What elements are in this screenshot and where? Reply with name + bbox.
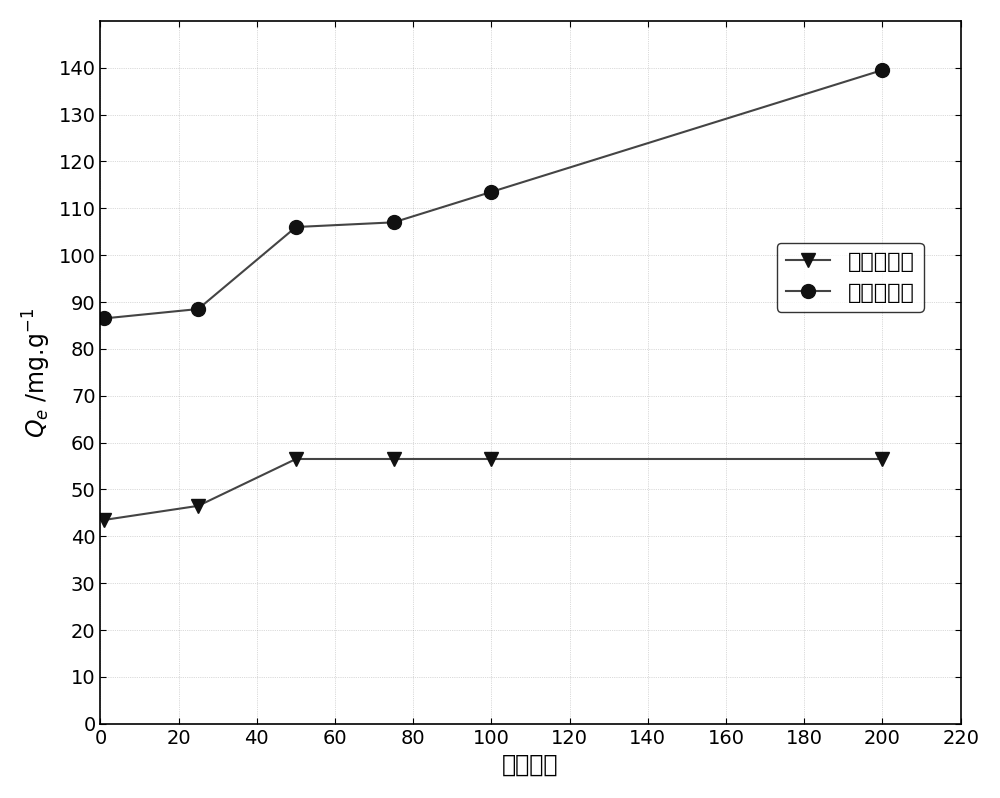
饱和吸附量 [485,187,497,196]
穿透吸附量 [388,454,400,464]
穿透吸附量 [98,516,110,525]
Legend: 穿透吸附量, 饱和吸附量: 穿透吸附量, 饱和吸附量 [777,243,924,312]
穿透吸附量 [192,501,204,511]
穿透吸附量 [876,454,888,464]
饱和吸附量 [192,304,204,314]
饱和吸附量 [876,65,888,75]
Line: 穿透吸附量: 穿透吸附量 [97,452,889,527]
穿透吸附量 [290,454,302,464]
饱和吸附量 [290,222,302,231]
饱和吸附量 [98,314,110,323]
穿透吸附量 [485,454,497,464]
X-axis label: 吸附次数: 吸附次数 [502,753,559,777]
Line: 饱和吸附量: 饱和吸附量 [97,63,889,326]
Y-axis label: $Q_e$ /mg.g$^{-1}$: $Q_e$ /mg.g$^{-1}$ [21,307,53,437]
饱和吸附量 [388,218,400,227]
